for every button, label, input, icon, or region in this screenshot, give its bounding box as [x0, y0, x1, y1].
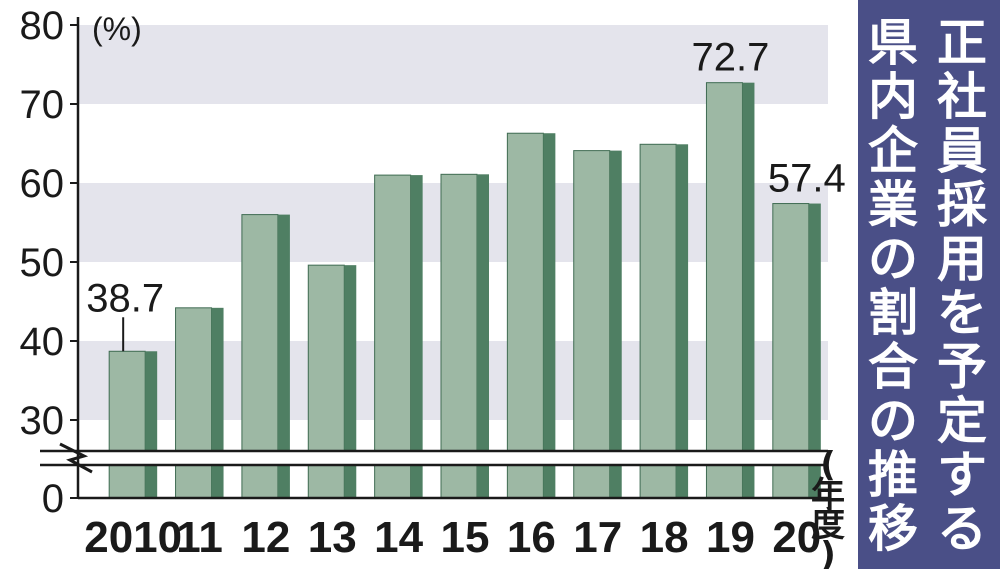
data-label: 38.7	[86, 276, 164, 320]
x-tick-label: 15	[441, 513, 490, 562]
y-tick-label: 40	[20, 320, 65, 364]
title-char: 社	[937, 68, 987, 126]
x-tick-label: 16	[507, 513, 556, 562]
x-tick-label: 14	[374, 513, 423, 562]
title-panel-bg	[858, 0, 1000, 569]
title-char: 員	[937, 122, 987, 180]
x-tick-label: 12	[241, 513, 290, 562]
bar	[772, 203, 821, 499]
bar	[175, 307, 224, 499]
bar-face	[639, 143, 677, 499]
title-char: 移	[868, 500, 918, 558]
data-label: 72.7	[692, 36, 770, 80]
title-char: 業	[868, 176, 918, 234]
title-char: 合	[868, 338, 918, 396]
bar-face	[175, 307, 213, 499]
bar-face	[440, 173, 478, 499]
bars	[108, 82, 821, 499]
bar-side	[808, 203, 821, 499]
title-char: の	[868, 230, 918, 288]
title-char: 内	[868, 68, 918, 126]
x-axis-unit: (年度)	[811, 445, 845, 569]
x-tick-label: 13	[308, 513, 357, 562]
title-char: 企	[868, 122, 919, 180]
x-axis-unit-char: (	[820, 445, 836, 485]
title-char: 採	[937, 176, 988, 234]
y-tick-label: 50	[20, 241, 65, 285]
y-tick-label: 60	[20, 162, 65, 206]
bar	[506, 132, 556, 499]
bar-side	[543, 133, 556, 499]
data-label: 57.4	[768, 157, 846, 201]
x-tick-label: 20	[772, 513, 821, 562]
title-char: 県	[868, 14, 918, 72]
y-tick-label: 0	[42, 477, 64, 521]
y-tick-label: 70	[20, 83, 65, 127]
title-char: 用	[937, 230, 987, 288]
x-axis-unit-char: 度	[811, 505, 845, 545]
x-tick-label: 18	[640, 513, 689, 562]
bar-face	[705, 82, 743, 499]
bar	[108, 350, 158, 499]
bar-side	[676, 144, 689, 499]
title-char: る	[937, 500, 987, 558]
grid-band	[78, 25, 828, 104]
x-tick-label: 17	[573, 513, 622, 562]
axis-break-gap	[0, 451, 848, 465]
bar-side	[609, 150, 622, 499]
title-char: 正	[937, 14, 987, 72]
title-char: す	[937, 446, 987, 504]
x-tick-label: 2010	[84, 513, 182, 562]
title-char: 予	[937, 338, 987, 396]
title-char: を	[937, 284, 987, 342]
bar-side	[145, 351, 158, 498]
x-axis-unit-char: )	[820, 535, 836, 569]
bar-face	[108, 350, 146, 499]
bar-side	[211, 307, 224, 498]
x-tick-label: 19	[706, 513, 755, 562]
x-tick-label: 11	[176, 513, 223, 562]
bar	[374, 174, 423, 499]
bar-face	[374, 174, 412, 499]
y-axis-unit: (%)	[92, 11, 142, 47]
y-tick-label: 30	[20, 399, 65, 443]
bar-side	[410, 175, 423, 498]
bar	[573, 150, 622, 499]
bar-side	[742, 82, 755, 499]
bar	[440, 173, 489, 499]
data-labels: 38.7 72.7 57.4	[86, 36, 846, 352]
title-char: 推	[868, 446, 918, 504]
bar-side	[344, 265, 357, 498]
title-char: 割	[868, 284, 918, 342]
axes	[0, 17, 848, 500]
bar-side	[477, 174, 489, 498]
bar-face	[506, 132, 544, 499]
y-tick-labels: 0 30 40 50 60 70 80	[20, 4, 65, 521]
title-char: 定	[937, 392, 987, 450]
title-char: の	[868, 392, 918, 450]
y-tick-label: 80	[20, 4, 65, 48]
bar	[705, 82, 755, 499]
bar-side	[277, 214, 290, 498]
bar	[639, 143, 689, 499]
x-axis-unit-char: 年	[811, 475, 845, 515]
bar-face	[573, 150, 611, 499]
